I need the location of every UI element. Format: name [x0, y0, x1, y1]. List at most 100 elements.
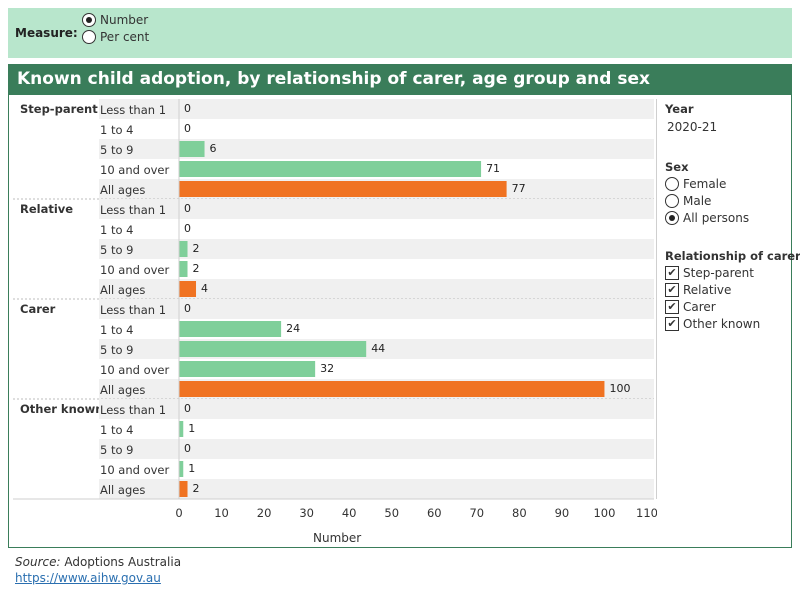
checkbox-checked-icon[interactable]: ✔	[665, 317, 679, 331]
chart-title: Known child adoption, by relationship of…	[17, 69, 650, 89]
group-label: Carer	[20, 302, 56, 316]
relationship-option-carer[interactable]: ✔ Carer	[665, 300, 716, 314]
radio-unselected-icon[interactable]	[82, 30, 96, 44]
bar	[179, 241, 188, 257]
row-band	[99, 439, 654, 459]
row-label: 1 to 4	[100, 423, 134, 437]
x-tick-label: 0	[175, 506, 182, 520]
row-band	[99, 299, 654, 319]
row-band	[99, 399, 654, 419]
bar	[179, 181, 507, 197]
row-band	[99, 139, 654, 159]
bar	[179, 281, 197, 297]
row-label: 5 to 9	[100, 343, 134, 357]
source-link[interactable]: https://www.aihw.gov.au	[15, 571, 161, 585]
data-label: 2	[193, 262, 200, 275]
year-heading: Year	[665, 102, 694, 116]
bar	[179, 361, 316, 377]
data-label: 0	[184, 302, 191, 315]
row-label: All ages	[100, 383, 145, 397]
relationship-option-label: Carer	[683, 300, 716, 314]
row-label: 1 to 4	[100, 123, 134, 137]
row-band	[99, 239, 654, 259]
data-label: 1	[188, 462, 195, 475]
chart-panel: Known child adoption, by relationship of…	[8, 64, 800, 548]
sex-option-all-persons[interactable]: All persons	[665, 211, 749, 225]
checkbox-checked-icon[interactable]: ✔	[665, 266, 679, 280]
measure-option-percent[interactable]: Per cent	[82, 30, 149, 44]
bar	[179, 481, 188, 497]
measure-option-label: Per cent	[100, 30, 150, 44]
data-label: 100	[609, 382, 630, 395]
data-label: 0	[184, 402, 191, 415]
x-tick-label: 110	[636, 506, 657, 520]
sex-option-label: Female	[683, 177, 727, 191]
data-label: 0	[184, 222, 191, 235]
x-axis-title: Number	[313, 531, 362, 545]
data-label: 2	[193, 482, 200, 495]
bar	[179, 161, 482, 177]
source-label: Source:	[15, 555, 61, 569]
relationship-option-relative[interactable]: ✔ Relative	[665, 283, 731, 297]
source-note: Source: Adoptions Australia	[15, 555, 181, 569]
row-label: 10 and over	[100, 163, 169, 177]
radio-unselected-icon[interactable]	[665, 194, 679, 208]
x-tick-label: 10	[214, 506, 229, 520]
row-label: 1 to 4	[100, 223, 134, 237]
row-label: Less than 1	[100, 103, 166, 117]
row-label: 10 and over	[100, 463, 169, 477]
x-tick-label: 50	[384, 506, 399, 520]
row-band	[99, 99, 654, 119]
relationship-option-label: Other known	[683, 317, 761, 331]
group-label: Other known	[20, 402, 103, 416]
row-band	[99, 279, 654, 299]
radio-selected-icon[interactable]	[665, 211, 679, 225]
row-label: 10 and over	[100, 363, 169, 377]
x-tick-label: 80	[512, 506, 527, 520]
bar	[179, 421, 184, 437]
relationship-heading: Relationship of carer	[665, 249, 800, 263]
data-label: 4	[201, 282, 208, 295]
sex-option-female[interactable]: Female	[665, 177, 726, 191]
row-label: All ages	[100, 483, 145, 497]
row-label: Less than 1	[100, 403, 166, 417]
row-label: 10 and over	[100, 263, 169, 277]
measure-option-number[interactable]: Number	[82, 13, 148, 27]
data-label: 44	[371, 342, 385, 355]
row-label: Less than 1	[100, 303, 166, 317]
data-label: 0	[184, 442, 191, 455]
sex-option-label: Male	[683, 194, 712, 208]
bar	[179, 381, 605, 397]
measure-bar: Measure: Number Per cent	[8, 8, 792, 58]
row-band	[99, 199, 654, 219]
x-tick-label: 30	[299, 506, 314, 520]
x-tick-label: 20	[257, 506, 272, 520]
year-value[interactable]: 2020-21	[667, 120, 718, 134]
sex-option-male[interactable]: Male	[665, 194, 711, 208]
relationship-option-other-known[interactable]: ✔ Other known	[665, 317, 760, 331]
data-label: 0	[184, 202, 191, 215]
relationship-option-step-parent[interactable]: ✔ Step-parent	[665, 266, 754, 280]
x-tick-label: 40	[342, 506, 357, 520]
data-label: 0	[184, 102, 191, 115]
row-label: 5 to 9	[100, 443, 134, 457]
group-label: Step-parent	[20, 102, 98, 116]
data-label: 24	[286, 322, 300, 335]
measure-label: Measure:	[15, 26, 78, 40]
data-label: 2	[193, 242, 200, 255]
data-label: 71	[486, 162, 500, 175]
row-band	[99, 479, 654, 499]
sex-option-label: All persons	[683, 211, 750, 225]
checkbox-checked-icon[interactable]: ✔	[665, 283, 679, 297]
row-label: All ages	[100, 283, 145, 297]
relationship-option-label: Step-parent	[683, 266, 754, 280]
bar	[179, 321, 282, 337]
checkbox-checked-icon[interactable]: ✔	[665, 300, 679, 314]
radio-selected-icon[interactable]	[82, 13, 96, 27]
radio-unselected-icon[interactable]	[665, 177, 679, 191]
row-label: Less than 1	[100, 203, 166, 217]
data-label: 6	[210, 142, 217, 155]
measure-option-label: Number	[100, 13, 149, 27]
x-tick-label: 90	[555, 506, 570, 520]
bar	[179, 141, 205, 157]
